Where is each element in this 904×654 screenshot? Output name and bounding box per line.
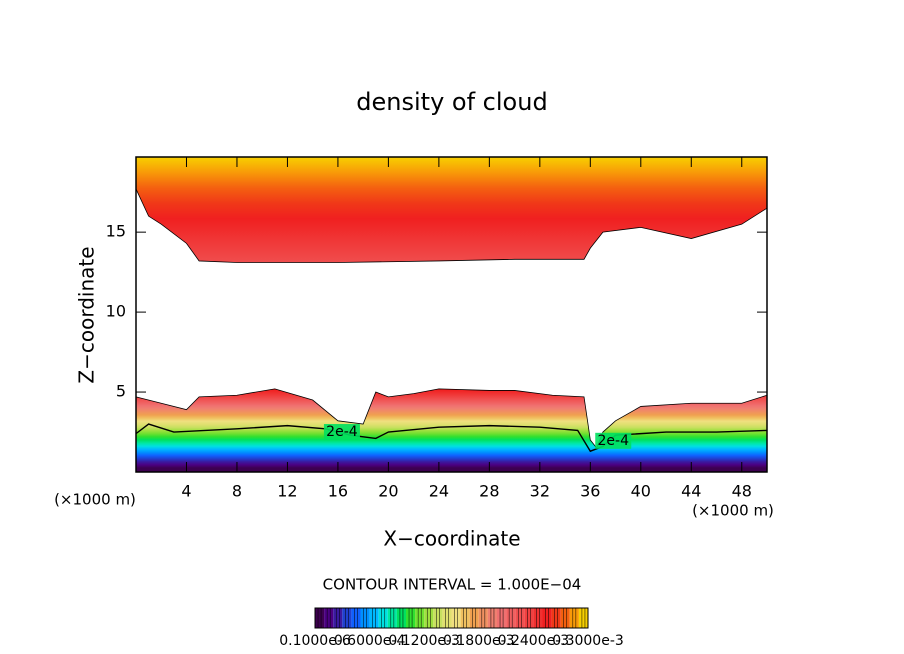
colorbar-swatch: [551, 608, 561, 628]
colorbar-frame: [314, 607, 589, 629]
colorbar-swatch: [460, 608, 470, 628]
colorbar-swatch: [442, 608, 452, 628]
colorbar-swatch: [497, 608, 507, 628]
colorbar-label: 0.1000e-6: [279, 633, 351, 649]
x-tick-label: 24: [429, 482, 449, 501]
colorbar-swatch: [406, 608, 416, 628]
colorbar-swatch: [315, 608, 325, 628]
cloud-region: [136, 157, 767, 263]
colorbar-swatch: [578, 608, 588, 628]
x-unit-label: (×1000 m): [692, 502, 774, 520]
colorbar-label: 0.3000e-3: [552, 633, 624, 649]
colorbar-swatch: [378, 608, 388, 628]
colorbar-swatch: [487, 608, 497, 628]
colorbar-swatch: [524, 608, 534, 628]
x-tick-label: 20: [378, 482, 398, 501]
plot-frame: [135, 156, 768, 473]
colorbar-swatch: [478, 608, 488, 628]
contour-line: [135, 388, 768, 449]
colorbar-swatch: [506, 608, 516, 628]
colorbar-swatch: [387, 608, 397, 628]
colorbar-label: 0.2400e-3: [498, 633, 570, 649]
colorbar-label: 0.6000e-4: [334, 633, 406, 649]
contour-label: 2e-4: [326, 424, 358, 440]
colorbar-swatch: [351, 608, 361, 628]
colorbar-swatch: [515, 608, 525, 628]
x-tick-label: 4: [181, 482, 191, 501]
colorbar-swatch: [433, 608, 443, 628]
chart-title: density of cloud: [356, 88, 547, 116]
colorbar-swatch: [324, 608, 334, 628]
x-tick-label: 40: [631, 482, 651, 501]
colorbar-swatch: [424, 608, 434, 628]
colorbar-swatch: [469, 608, 479, 628]
colorbar-swatch: [342, 608, 352, 628]
colorbar-swatch: [451, 608, 461, 628]
x-unit-label: (×1000 m): [54, 491, 136, 509]
x-tick-label: 36: [580, 482, 600, 501]
x-tick-label: 8: [232, 482, 242, 501]
x-tick-label: 48: [732, 482, 752, 501]
colorbar-swatch: [542, 608, 552, 628]
x-tick-label: 28: [479, 482, 499, 501]
colorbar-label: 0.1800e-3: [443, 633, 515, 649]
cloud-region: [136, 388, 767, 472]
y-tick-label: 15: [106, 222, 126, 241]
colorbar-swatch: [415, 608, 425, 628]
y-tick-label: 10: [106, 302, 126, 321]
colorbar-swatch: [333, 608, 343, 628]
interval-label: CONTOUR INTERVAL = 1.000E−04: [323, 576, 582, 594]
x-tick-label: 16: [328, 482, 348, 501]
colorbar-swatch: [360, 608, 370, 628]
contour-label: 2e-4: [598, 433, 630, 449]
plot-area: 2e-4 2e-4: [135, 157, 768, 472]
y-axis-label: Z−coordinate: [75, 246, 99, 383]
x-axis-label: X−coordinate: [383, 527, 520, 551]
colorbar-label: 0.1200e-3: [388, 633, 460, 649]
colorbar-swatch: [560, 608, 570, 628]
x-tick-label: 12: [277, 482, 297, 501]
contour-label-bg: [323, 424, 360, 441]
x-tick-label: 44: [681, 482, 701, 501]
contour-line: [135, 188, 768, 263]
colorbar-swatch: [533, 608, 543, 628]
contour-label-bg: [595, 432, 632, 449]
colorbar-swatch: [569, 608, 579, 628]
colorbar-swatch: [396, 608, 406, 628]
colorbar-swatch: [369, 608, 379, 628]
y-tick-label: 5: [116, 382, 126, 401]
x-tick-label: 32: [530, 482, 550, 501]
